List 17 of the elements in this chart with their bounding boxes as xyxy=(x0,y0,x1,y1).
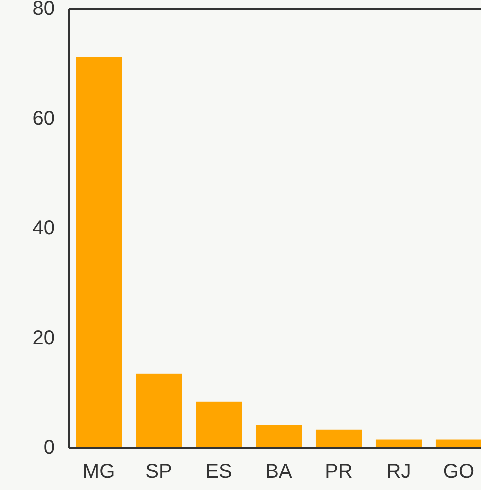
bar xyxy=(136,374,182,448)
y-tick-label: 0 xyxy=(44,437,55,459)
x-tick-label: GO xyxy=(443,461,475,483)
y-tick-label: 60 xyxy=(32,108,55,130)
x-tick-label: RJ xyxy=(386,461,412,483)
x-tick-label: MG xyxy=(82,461,116,483)
y-tick-label: 80 xyxy=(32,0,55,20)
y-tick-label: 40 xyxy=(32,218,55,240)
x-tick-label: BA xyxy=(266,461,293,483)
x-tick-label: ES xyxy=(206,461,232,483)
bar xyxy=(76,57,122,448)
x-tick-label: PR xyxy=(325,461,353,483)
x-tick-label: SP xyxy=(146,461,172,483)
bar xyxy=(196,402,242,448)
bar xyxy=(256,426,302,448)
y-tick-label: 20 xyxy=(32,327,55,350)
bar xyxy=(316,430,362,448)
